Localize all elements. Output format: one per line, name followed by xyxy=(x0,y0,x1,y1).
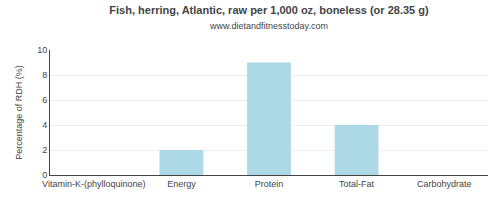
svg-text:Protein: Protein xyxy=(255,179,284,189)
svg-text:6: 6 xyxy=(42,95,47,105)
svg-text:Vitamin-K-(phylloquinone): Vitamin-K-(phylloquinone) xyxy=(42,179,145,189)
svg-text:0: 0 xyxy=(42,170,47,180)
svg-text:8: 8 xyxy=(42,70,47,80)
svg-text:2: 2 xyxy=(42,145,47,155)
svg-text:Carbohydrate: Carbohydrate xyxy=(417,179,472,189)
svg-text:Energy: Energy xyxy=(167,179,196,189)
svg-text:10: 10 xyxy=(37,45,47,55)
svg-text:Fish, herring, Atlantic, raw p: Fish, herring, Atlantic, raw per 1,000 o… xyxy=(109,4,429,30)
svg-text:Percentage of RDH (%): Percentage of RDH (%) xyxy=(14,65,24,160)
svg-text:Total-Fat: Total-Fat xyxy=(339,179,375,189)
svg-text:4: 4 xyxy=(42,120,47,130)
